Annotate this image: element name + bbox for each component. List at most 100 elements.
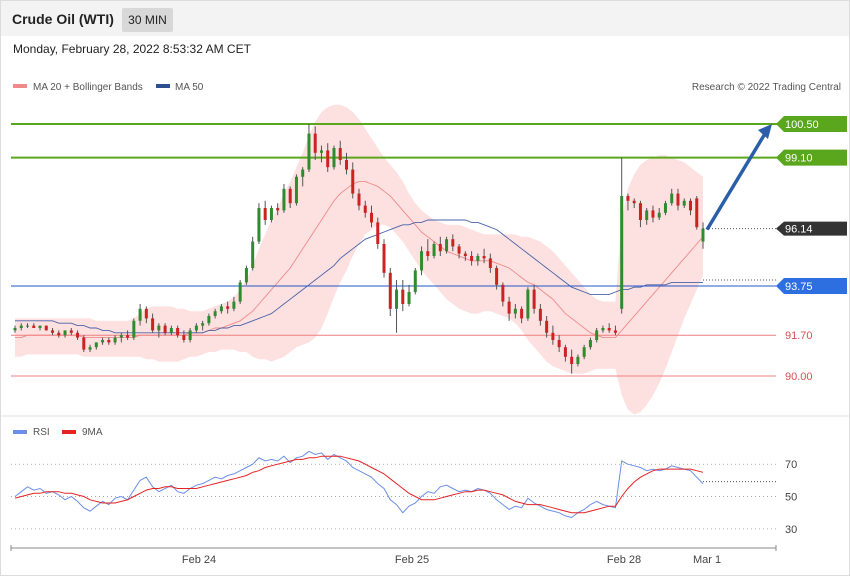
candle-body <box>676 193 680 206</box>
candle-body <box>438 244 442 252</box>
rsi-ma-legend-label: 9MA <box>82 427 103 438</box>
candle-body <box>682 200 686 206</box>
candle-body <box>44 325 48 331</box>
candle-body <box>232 301 236 309</box>
candle-body <box>282 188 286 211</box>
candle-body <box>501 284 505 302</box>
pivot-label: 93.75 <box>785 281 813 293</box>
time-tick-label: Feb 28 <box>607 554 641 566</box>
ma50-legend-swatch <box>156 84 170 88</box>
candle-body <box>407 292 411 304</box>
candle-body <box>488 258 492 268</box>
pivot-tag <box>776 278 847 294</box>
candle-body <box>76 332 80 338</box>
candle-body <box>382 244 386 273</box>
candle-body <box>626 196 630 201</box>
candle-body <box>213 311 217 316</box>
current-price-tag <box>776 221 847 236</box>
candle-body <box>520 308 524 319</box>
candle-body <box>19 325 23 328</box>
candle-body <box>670 193 674 204</box>
candle-body <box>107 340 111 343</box>
candle-body <box>545 320 549 333</box>
candle-body <box>263 208 267 220</box>
instrument-title: Crude Oil (WTI) <box>12 11 114 27</box>
price-pane: 100.50 99.10 96.14 93.75 91.70 90.00 <box>11 104 847 415</box>
candle-body <box>645 210 649 220</box>
chart-datetime: Monday, February 28, 2022 8:53:32 AM CET <box>13 42 251 56</box>
rsi-tick-label: 70 <box>785 459 797 471</box>
candle-body <box>457 246 461 254</box>
time-tick-label: Mar 1 <box>693 554 721 566</box>
candle-body <box>182 335 186 340</box>
candle-body <box>451 239 455 247</box>
current-price-label: 96.14 <box>785 224 813 236</box>
bollinger-band-area <box>15 104 703 415</box>
resistance-1-tag <box>776 149 847 166</box>
candle-body <box>301 169 305 177</box>
candle-body <box>269 208 273 220</box>
candle-body <box>688 200 692 211</box>
candle-body <box>420 251 424 271</box>
candle-body <box>432 244 436 256</box>
candle-body <box>163 325 167 333</box>
candle-body <box>119 335 123 338</box>
time-axis: Feb 24 Feb 25 Feb 28 Mar 1 <box>10 545 777 566</box>
candle-body <box>244 268 248 283</box>
rsi-line <box>14 450 704 519</box>
candle-body <box>388 272 392 309</box>
candle-body <box>63 330 67 336</box>
candle-body <box>132 320 136 338</box>
candle-body <box>551 332 555 340</box>
candle-body <box>445 239 449 252</box>
candle-body <box>351 169 355 194</box>
ma20-legend-label: MA 20 + Bollinger Bands <box>33 82 143 93</box>
candle-body <box>426 251 430 256</box>
candle-body <box>38 325 42 328</box>
candle-body <box>313 133 317 153</box>
candle-body <box>613 330 617 333</box>
support-1-label: 91.70 <box>785 330 813 342</box>
candle-body <box>638 203 642 220</box>
candle-body <box>607 328 611 331</box>
candle-body <box>288 188 292 204</box>
candle-body <box>94 342 98 348</box>
candle-body <box>370 212 374 223</box>
candle-body <box>319 150 323 153</box>
rsi-tick-label: 30 <box>785 524 797 536</box>
candle-body <box>363 205 367 213</box>
candle-body <box>495 268 499 285</box>
candle-body <box>57 332 61 336</box>
candle-body <box>101 340 105 343</box>
timeframe-badge[interactable]: 30 MIN <box>122 8 173 32</box>
ma50-line <box>15 219 703 334</box>
candle-body <box>695 198 699 228</box>
time-tick-label: Feb 24 <box>182 554 216 566</box>
candle-body <box>251 241 255 268</box>
candle-body <box>151 318 155 331</box>
candle-body <box>219 306 223 312</box>
candle-body <box>563 347 567 357</box>
resistance-2-tag <box>776 116 847 132</box>
research-credit: Research © 2022 Trading Central <box>692 82 841 93</box>
chart-header: Crude Oil (WTI) 30 MIN <box>1 1 849 36</box>
candle-body <box>201 323 205 326</box>
candle-body <box>376 222 380 244</box>
candle-body <box>651 210 655 218</box>
candle-body <box>357 193 361 206</box>
candle-body <box>332 148 336 168</box>
rsi-pane: 70 50 30 <box>11 450 797 536</box>
forecast-arrow-shaft <box>705 131 768 231</box>
candle-body <box>657 212 661 218</box>
resistance-1-label: 99.10 <box>785 153 813 165</box>
candle-body <box>82 337 86 350</box>
candle-body <box>188 330 192 340</box>
candle-body <box>157 325 161 331</box>
candle-body <box>570 356 574 364</box>
candle-body <box>526 289 530 319</box>
candle-body <box>226 306 230 309</box>
candle-body <box>401 289 405 304</box>
candle-body <box>176 328 180 336</box>
candle-body <box>413 270 417 292</box>
